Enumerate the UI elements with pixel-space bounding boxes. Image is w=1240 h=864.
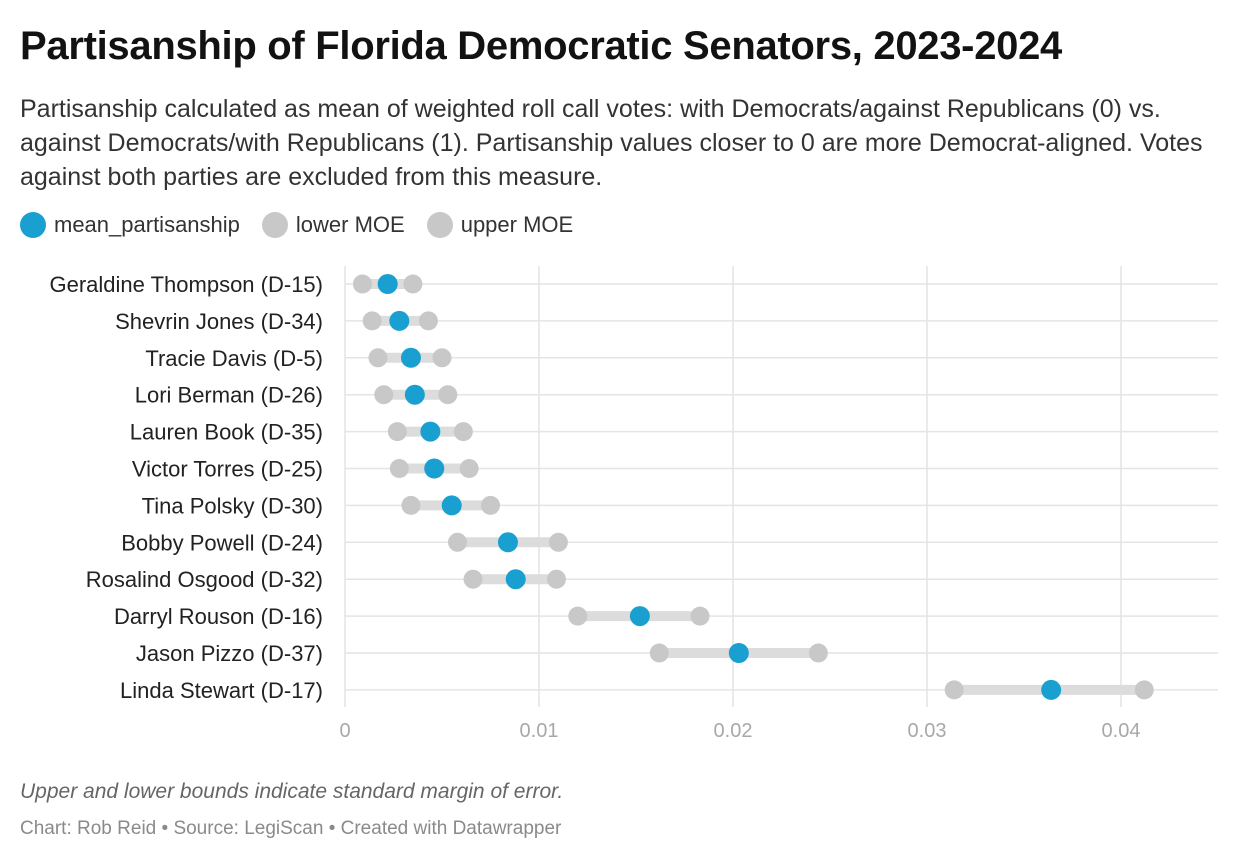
mean-partisanship-dot <box>1041 679 1062 700</box>
mean-partisanship-dot <box>404 384 425 405</box>
upper-moe-dot <box>546 569 566 589</box>
legend-label-upper: upper MOE <box>460 212 574 237</box>
lower-moe-dot <box>463 569 483 589</box>
upper-moe-dot <box>690 606 710 626</box>
lower-moe-dot <box>944 680 964 700</box>
mean-partisanship-dot <box>420 421 441 442</box>
category-label: Darryl Rouson (D-16) <box>114 604 323 629</box>
lower-moe-dot <box>374 385 394 405</box>
category-label: Lori Berman (D-26) <box>135 383 323 408</box>
x-tick-label: 0 <box>339 720 350 742</box>
category-label: Shevrin Jones (D-34) <box>115 309 323 334</box>
mean-partisanship-dot <box>400 347 421 368</box>
upper-moe-dot <box>432 348 452 368</box>
category-label: Lauren Book (D-35) <box>130 420 323 445</box>
category-label: Linda Stewart (D-17) <box>120 678 323 703</box>
mean-partisanship-dot <box>728 643 749 663</box>
upper-moe-dot <box>438 385 458 405</box>
x-tick-label: 0.02 <box>714 720 753 742</box>
dot-range-chart: 0 0.01 0.02 0.03 0.04 Geraldine Thompson (D-1… <box>50 266 1218 742</box>
lower-moe-dot <box>448 532 468 552</box>
chart-title: Partisanship of Florida Democratic Senat… <box>20 24 1062 68</box>
lower-moe-dot <box>401 495 421 515</box>
upper-moe-dot <box>808 643 828 663</box>
chart-subtitle: Partisanship calculated as mean of weigh… <box>20 95 1203 191</box>
upper-moe-dot <box>403 274 423 294</box>
legend-swatch-mean <box>20 212 46 238</box>
category-label: Tina Polsky (D-30) <box>142 493 323 518</box>
category-label: Jason Pizzo (D-37) <box>136 641 323 666</box>
legend-item-lower: lower MOE <box>261 212 405 238</box>
chart-legend: mean_partisanship lower MOE upper MOE <box>20 212 595 238</box>
category-label: Tracie Davis (D-5) <box>145 346 323 371</box>
legend-label-mean: mean_partisanship <box>54 212 240 237</box>
chart-footer: Chart: Rob Reid • Source: LegiScan • Cre… <box>20 818 562 839</box>
legend-item-upper: upper MOE <box>426 212 574 238</box>
upper-moe-dot <box>459 459 479 478</box>
mean-partisanship-dot <box>441 495 462 516</box>
lower-moe-dot <box>649 643 669 663</box>
chart-notes: Upper and lower bounds indicate standard… <box>20 780 564 803</box>
lower-moe-dot <box>352 274 372 294</box>
x-tick-label: 0.03 <box>908 720 947 742</box>
category-label: Geraldine Thompson (D-15) <box>50 272 324 297</box>
lower-moe-dot <box>362 311 382 331</box>
mean-partisanship-dot <box>497 532 518 553</box>
lower-moe-dot <box>368 348 388 368</box>
mean-partisanship-dot <box>629 606 650 627</box>
lower-moe-dot <box>389 459 409 478</box>
legend-label-lower: lower MOE <box>295 212 405 237</box>
legend-swatch-upper <box>426 212 453 238</box>
category-label: Victor Torres (D-25) <box>132 457 323 482</box>
legend-item-mean: mean_partisanship <box>20 212 240 238</box>
mean-partisanship-dot <box>389 310 410 331</box>
x-tick-label: 0.01 <box>520 720 559 742</box>
upper-moe-dot <box>1134 680 1154 700</box>
legend-swatch-lower <box>261 212 288 238</box>
lower-moe-dot <box>387 422 407 442</box>
lower-moe-dot <box>568 606 588 626</box>
x-tick-label: 0.04 <box>1102 720 1141 742</box>
mean-partisanship-dot <box>424 458 445 479</box>
category-label: Rosalind Osgood (D-32) <box>86 567 323 592</box>
upper-moe-dot <box>418 311 438 331</box>
category-label: Bobby Powell (D-24) <box>121 530 323 555</box>
upper-moe-dot <box>481 495 500 515</box>
upper-moe-dot <box>453 422 473 442</box>
mean-partisanship-dot <box>505 569 526 590</box>
mean-partisanship-dot <box>377 274 398 294</box>
chart-header: Partisanship of Florida Democratic Senat… <box>20 22 1220 238</box>
upper-moe-dot <box>548 532 568 552</box>
